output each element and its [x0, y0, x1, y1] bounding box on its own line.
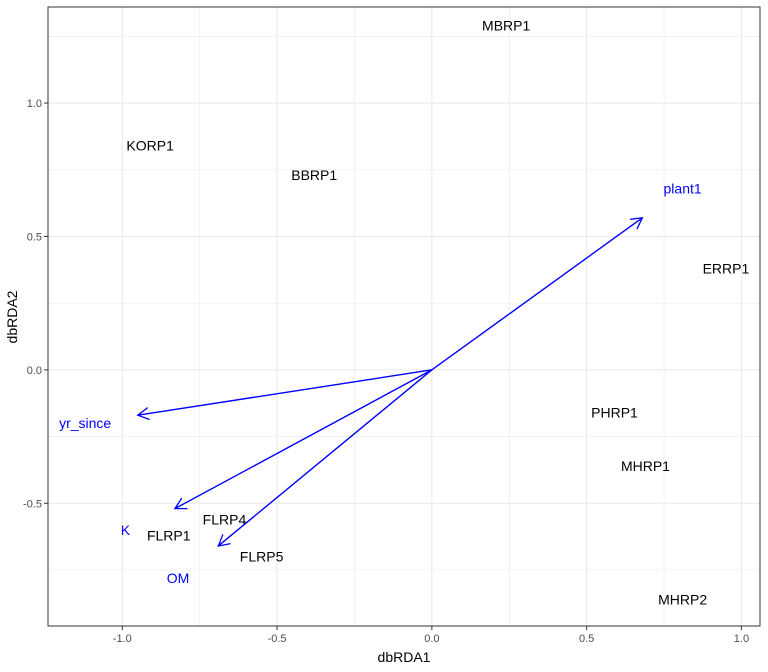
x-tick-label: 1.0: [734, 633, 749, 645]
vector-arrow-om: [217, 369, 433, 547]
site-label-flrp1: FLRP1: [147, 527, 191, 543]
x-tick-label: -0.5: [268, 633, 287, 645]
vector-arrow-k: [173, 369, 433, 510]
site-label-phrp1: PHRP1: [591, 405, 638, 421]
x-axis: -1.0 -0.5 0.0 0.5 1.0: [113, 626, 749, 645]
y-axis-title: dbRDA2: [4, 290, 20, 343]
panel-background: [48, 7, 760, 626]
site-label-mbrp1: MBRP1: [482, 18, 530, 34]
panel-border: [47, 6, 761, 627]
y-tick-label: 0.5: [27, 231, 42, 243]
site-label-errp1: ERRP1: [703, 260, 750, 276]
minor-gridlines: [48, 7, 760, 626]
site-labels: MBRP1 KORP1 BBRP1 ERRP1 PHRP1 MHRP1 FLRP4 FLRP1…: [126, 18, 749, 608]
y-tick-label: 0.0: [27, 365, 42, 377]
x-tick-label: -1.0: [113, 633, 132, 645]
vector-arrow-yr-since: [136, 369, 432, 421]
y-axis: -0.5 0.0 0.5 1.0: [23, 98, 48, 510]
vector-labels: plant1 yr_since K OM: [59, 180, 702, 586]
environmental-vectors: [136, 216, 644, 547]
vector-label-plant1: plant1: [664, 180, 702, 196]
vector-label-k: K: [121, 522, 131, 538]
vector-label-yr-since: yr_since: [59, 415, 111, 431]
site-label-flrp4: FLRP4: [203, 511, 247, 527]
major-gridlines: [48, 7, 760, 626]
site-label-bbrp1: BBRP1: [291, 167, 337, 183]
x-axis-title: dbRDA1: [378, 649, 431, 665]
vector-arrow-plant1: [431, 216, 644, 371]
vector-label-om: OM: [167, 570, 190, 586]
y-tick-label: -0.5: [23, 498, 42, 510]
y-tick-label: 1.0: [27, 98, 42, 110]
site-label-flrp5: FLRP5: [240, 549, 284, 565]
x-tick-label: 0.5: [579, 633, 594, 645]
site-label-korp1: KORP1: [126, 138, 174, 154]
site-label-mhrp2: MHRP2: [658, 591, 707, 607]
site-label-mhrp1: MHRP1: [621, 458, 670, 474]
x-tick-label: 0.0: [424, 633, 439, 645]
